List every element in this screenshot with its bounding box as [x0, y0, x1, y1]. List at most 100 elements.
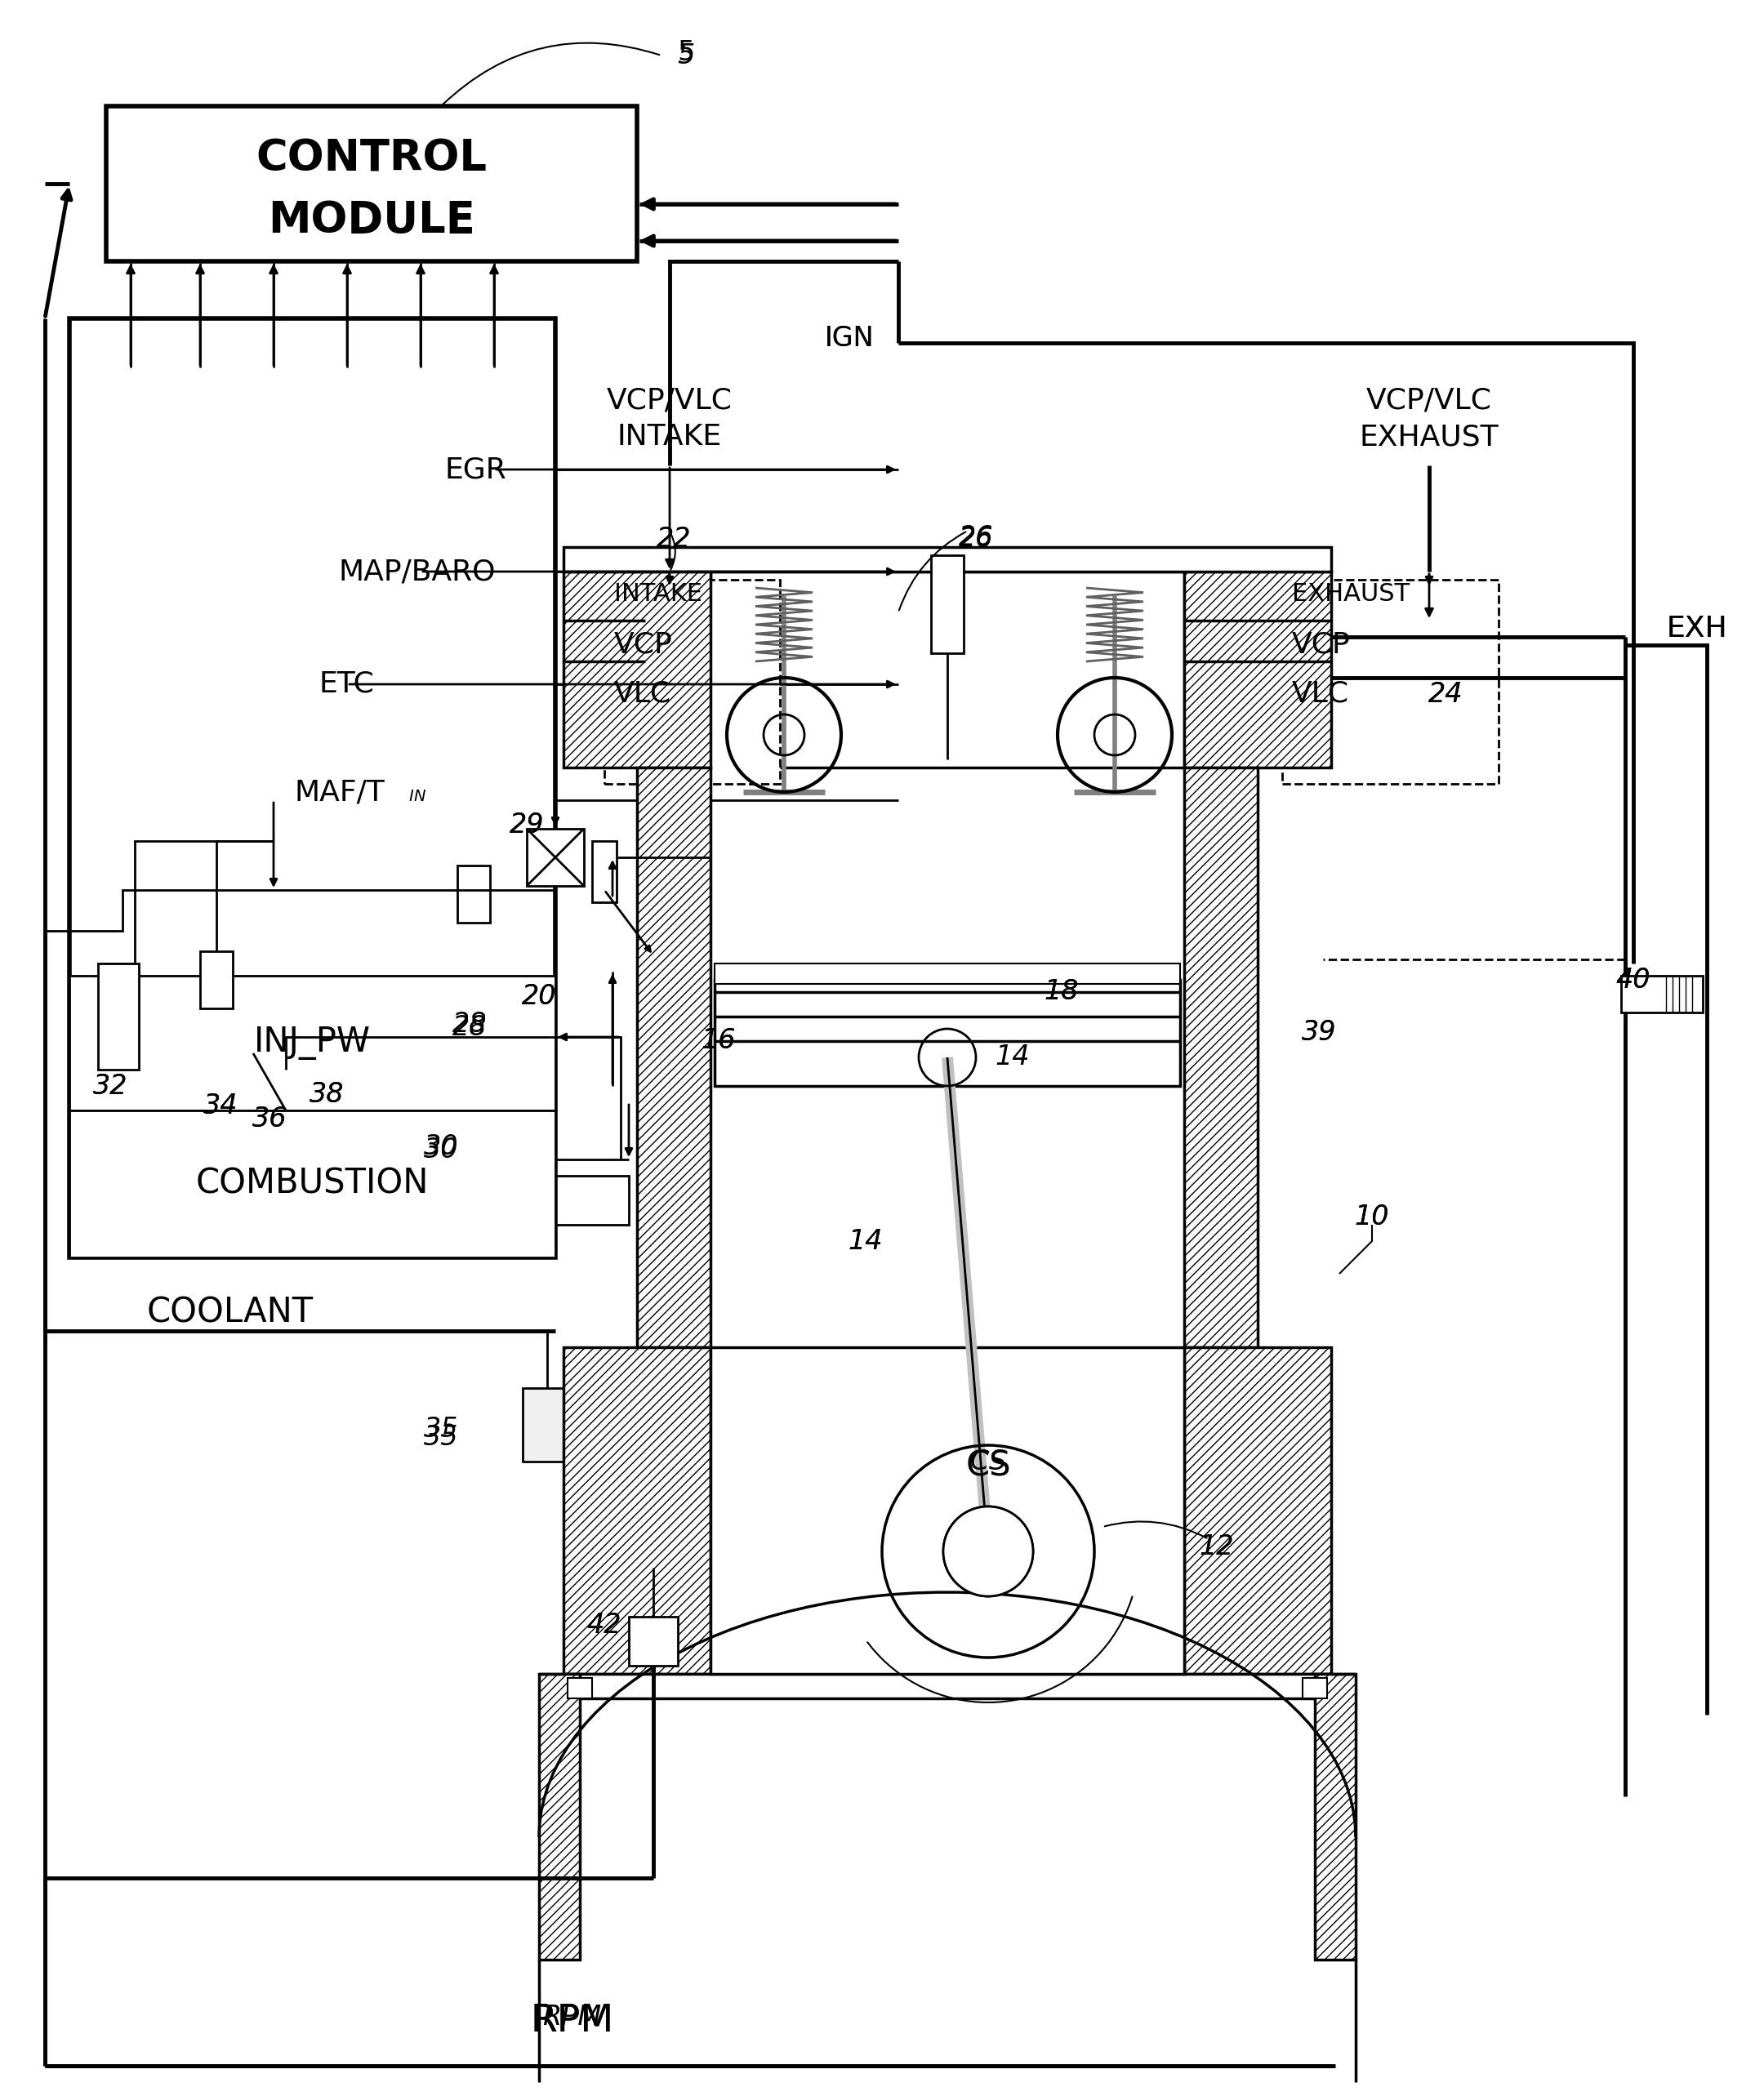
Text: 22: 22 — [656, 526, 691, 553]
Text: VCP: VCP — [614, 631, 672, 658]
Bar — [711, 1348, 1184, 1675]
Bar — [69, 977, 556, 1111]
Text: RPM: RPM — [542, 2004, 602, 2031]
Text: 10: 10 — [1355, 1203, 1390, 1230]
Text: 20: 20 — [522, 983, 556, 1010]
Text: 12: 12 — [1200, 1534, 1235, 1562]
Text: 38: 38 — [309, 1082, 344, 1107]
Bar — [1302, 1679, 1327, 1698]
Bar — [714, 964, 1180, 983]
Polygon shape — [563, 572, 711, 767]
Bar — [99, 964, 139, 1069]
Bar — [714, 979, 1180, 1086]
Text: $_{IN}$: $_{IN}$ — [407, 780, 427, 803]
Text: ETC: ETC — [319, 671, 374, 698]
Text: EXHAUST: EXHAUST — [1360, 423, 1499, 451]
Bar — [69, 1111, 556, 1258]
Text: EXH: EXH — [1665, 614, 1727, 643]
Text: 28: 28 — [452, 1010, 487, 1038]
Bar — [457, 866, 490, 922]
Text: 40: 40 — [1616, 966, 1651, 994]
Text: IGN: IGN — [826, 325, 875, 352]
Text: 22: 22 — [656, 526, 691, 553]
Text: 16: 16 — [702, 1027, 736, 1054]
Polygon shape — [540, 1675, 580, 1960]
Bar — [568, 1679, 593, 1698]
Polygon shape — [637, 767, 711, 1348]
Text: 18: 18 — [1044, 979, 1080, 1006]
Bar — [527, 828, 584, 887]
Text: 30: 30 — [423, 1136, 459, 1163]
Bar — [1621, 977, 1702, 1012]
Text: 35: 35 — [423, 1423, 459, 1450]
Bar — [522, 1388, 572, 1461]
Text: 16: 16 — [702, 1027, 736, 1054]
Text: VCP/VLC: VCP/VLC — [1367, 386, 1492, 415]
Text: 28: 28 — [452, 1014, 487, 1040]
Text: 24: 24 — [1429, 681, 1462, 708]
Text: MAF/T: MAF/T — [295, 778, 385, 805]
Text: 14: 14 — [848, 1228, 884, 1256]
Bar — [605, 581, 780, 784]
Text: 20: 20 — [522, 983, 556, 1010]
Text: RPM: RPM — [529, 2002, 614, 2039]
Text: 35: 35 — [423, 1415, 459, 1442]
Polygon shape — [1314, 1675, 1357, 1960]
Text: 5: 5 — [677, 42, 695, 69]
Text: VLC: VLC — [614, 681, 672, 708]
Text: INJ_PW: INJ_PW — [254, 1025, 370, 1061]
Text: 14: 14 — [848, 1228, 884, 1256]
Text: 42: 42 — [587, 1612, 621, 1639]
Text: 29: 29 — [510, 811, 543, 838]
Text: 24: 24 — [1429, 681, 1462, 708]
Bar — [106, 107, 637, 262]
Text: CONTROL: CONTROL — [256, 138, 487, 180]
Text: INTAKE: INTAKE — [617, 423, 721, 451]
Text: MODULE: MODULE — [268, 199, 475, 241]
Text: 42: 42 — [587, 1612, 621, 1639]
Text: VCP/VLC: VCP/VLC — [607, 386, 732, 415]
Circle shape — [944, 1507, 1034, 1597]
Text: 34: 34 — [203, 1092, 238, 1119]
Bar — [628, 1616, 677, 1666]
Bar — [199, 952, 233, 1008]
Text: IGN: IGN — [826, 325, 875, 352]
Text: 36: 36 — [252, 1105, 288, 1132]
Text: MAP/BARO: MAP/BARO — [339, 558, 496, 585]
Text: 12: 12 — [1200, 1534, 1235, 1562]
Bar — [931, 555, 963, 654]
Text: 32: 32 — [93, 1073, 127, 1100]
Circle shape — [944, 1507, 1034, 1597]
Text: 36: 36 — [252, 1105, 288, 1132]
Bar — [563, 1675, 1332, 1698]
Text: 34: 34 — [203, 1092, 238, 1119]
Text: VLC: VLC — [1291, 681, 1349, 708]
Text: VCP: VCP — [1291, 631, 1351, 658]
Text: 10: 10 — [1355, 1203, 1390, 1230]
Text: 14: 14 — [995, 1044, 1030, 1071]
Text: EXHAUST: EXHAUST — [1291, 583, 1409, 606]
Text: 29: 29 — [510, 811, 543, 838]
Bar — [69, 319, 556, 1258]
Text: 26: 26 — [958, 524, 993, 551]
Text: 32: 32 — [93, 1073, 127, 1100]
Text: CS: CS — [970, 1448, 1007, 1476]
Text: 39: 39 — [1302, 1019, 1337, 1046]
Text: 40: 40 — [1616, 966, 1651, 994]
Text: COOLANT: COOLANT — [146, 1295, 314, 1331]
Text: 5: 5 — [677, 40, 695, 67]
Text: RPM: RPM — [529, 2002, 614, 2039]
Bar — [711, 572, 1184, 767]
Text: EXH: EXH — [1665, 614, 1727, 643]
Polygon shape — [1184, 572, 1332, 767]
Text: COMBUSTION: COMBUSTION — [196, 1167, 429, 1201]
Bar — [593, 840, 617, 901]
Text: CS: CS — [965, 1448, 1011, 1482]
Text: 39: 39 — [1302, 1019, 1337, 1046]
Text: EGR: EGR — [445, 455, 506, 484]
Bar — [1282, 581, 1499, 784]
Polygon shape — [1184, 1348, 1332, 1675]
Text: INTAKE: INTAKE — [614, 583, 702, 606]
Text: 38: 38 — [309, 1082, 344, 1107]
Polygon shape — [1184, 767, 1258, 1348]
